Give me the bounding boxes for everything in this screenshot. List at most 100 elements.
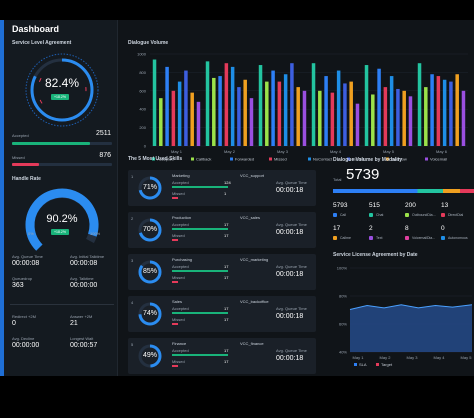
skill-percent: 71% (142, 184, 157, 191)
x-tick-label: May 6 (436, 149, 448, 154)
bar-overflow (402, 90, 406, 146)
stat-value: 0 (12, 320, 16, 327)
bar-overflow (190, 92, 194, 146)
skill-ring (138, 302, 162, 326)
bar-accepted (364, 65, 369, 146)
sla-percent: 82.4% (44, 76, 80, 90)
legend-label: Callback (196, 157, 211, 162)
legend-swatch (347, 157, 350, 161)
stats-divider (10, 304, 114, 305)
legend-label: Overflow (391, 157, 407, 162)
skill-missed-bar (172, 323, 178, 325)
skill-card[interactable]: 4 74% Sales VCC_backoffice Accepted 17 Missed 1… (128, 296, 316, 332)
skill-ring (138, 176, 162, 200)
bar-missed (171, 90, 176, 146)
bar-callback (318, 90, 322, 146)
skill-rank: 1 (131, 174, 134, 179)
bar-overflow (349, 81, 353, 146)
bar-callback (424, 87, 428, 146)
modality-label: OutboundDia... (412, 213, 436, 217)
modality-value: 8 (405, 225, 409, 232)
modality-icon (333, 236, 337, 240)
skill-card[interactable]: 2 70% Production VCC_sales Accepted 17 Missed 1… (128, 212, 316, 248)
legend-swatch (230, 157, 233, 161)
y-tick-label: 40% (339, 350, 347, 355)
modality-icon (369, 213, 373, 217)
stat-label: Avg. Decline (12, 336, 35, 341)
legend-swatch (376, 363, 379, 366)
sla-missed-bar (12, 163, 39, 166)
bar-noskill (396, 88, 400, 146)
bar-nocontact (389, 76, 394, 146)
stat-value: 21 (70, 320, 78, 327)
skill-name: Finance (172, 341, 187, 346)
stat-value: 363 (12, 282, 24, 289)
legend-label: Forwarded (235, 157, 254, 162)
legend-label: Voicemail (430, 157, 447, 162)
stat-value: 00:00:08 (12, 260, 40, 267)
bar-noskill (237, 87, 241, 146)
skill-missed-label: Missed (172, 317, 185, 322)
modality-value: 200 (405, 202, 416, 209)
modality-stacked-bar (333, 189, 474, 193)
skill-accepted-bar (172, 228, 228, 230)
bar-accepted (417, 63, 422, 147)
legend-label: Accepted (157, 157, 174, 162)
bar-voicemail (302, 90, 307, 146)
modality-value: 17 (333, 225, 341, 232)
y-tick-label: 800 (139, 70, 146, 75)
skill-missed-value: 17 (224, 359, 229, 364)
skill-card[interactable]: 5 49% Finance VCC_finance Accepted 17 Missed 17… (128, 338, 316, 374)
modality-icon (405, 213, 409, 217)
bar-forwarded (165, 66, 169, 146)
x-tick-label: May 5 (383, 149, 395, 154)
bar-accepted (152, 59, 157, 146)
skill-ring (138, 260, 162, 284)
dialogue-volume-chart: 1000 800 600 400 200 0 May 1 May 2 May 3 May 4 May… (137, 52, 468, 162)
skill-qt-label: Avg. Queue Time (276, 348, 307, 353)
bar-forwarded (430, 74, 434, 146)
skill-qt-label: Avg. Queue Time (276, 222, 307, 227)
bar-missed (383, 87, 388, 146)
skill-qt-label: Avg. Queue Time (276, 180, 307, 185)
skill-missed-label: Missed (172, 191, 185, 196)
modality-value: 2 (369, 225, 373, 232)
bar-noskill (343, 83, 347, 146)
legend-swatch (152, 157, 155, 161)
skill-accepted-value: 17 (224, 348, 229, 353)
skill-accepted-label: Accepted (172, 264, 189, 269)
skill-card[interactable]: 3 85% Purchasing VCC_marketing Accepted 17 Mis… (128, 254, 316, 290)
skill-accepted-bar (172, 186, 228, 188)
sla-badge: +18.2% (51, 94, 69, 100)
stat-label: Redirect +2M (12, 314, 36, 319)
skill-missed-label: Missed (172, 233, 185, 238)
legend-swatch (308, 157, 311, 161)
bar-noskill (184, 70, 188, 146)
gauge-max-label: 100% (90, 231, 101, 236)
skill-card[interactable]: 1 71% Marketing VCC_support Accepted 124 Misse… (128, 170, 316, 206)
bar-callback (371, 94, 375, 146)
modality-label: DirectDial (448, 213, 464, 217)
stat-value: 00:00:08 (70, 260, 98, 267)
bar-missed (330, 92, 335, 146)
bar-missed (436, 76, 441, 146)
legend-swatch (191, 157, 194, 161)
license-chart: 100% 80% 60% 40% May 1 May 2 May 3 May 4 May 5 SL… (337, 266, 472, 368)
bar-accepted (311, 63, 316, 147)
sla-accepted-label: Accepted (12, 133, 29, 138)
bar-forwarded (377, 68, 381, 146)
skill-queue: VCC_marketing (240, 257, 269, 262)
accent-bar (0, 20, 4, 376)
modality-label: Chat (376, 213, 384, 217)
stat-label: Avg. Queue Time (12, 254, 43, 259)
bar-missed (224, 63, 229, 147)
skill-percent: 70% (142, 226, 157, 233)
skill-accepted-bar (172, 354, 228, 356)
legend-swatch (425, 157, 428, 161)
modality-label: VoicemailDia... (412, 236, 436, 240)
gauge-min-label: 0% (28, 231, 34, 236)
bar-overflow (296, 87, 300, 146)
skill-name: Marketing (172, 173, 190, 178)
legend-label: Missed (274, 157, 287, 162)
sla-missed-value: 876 (99, 152, 111, 159)
